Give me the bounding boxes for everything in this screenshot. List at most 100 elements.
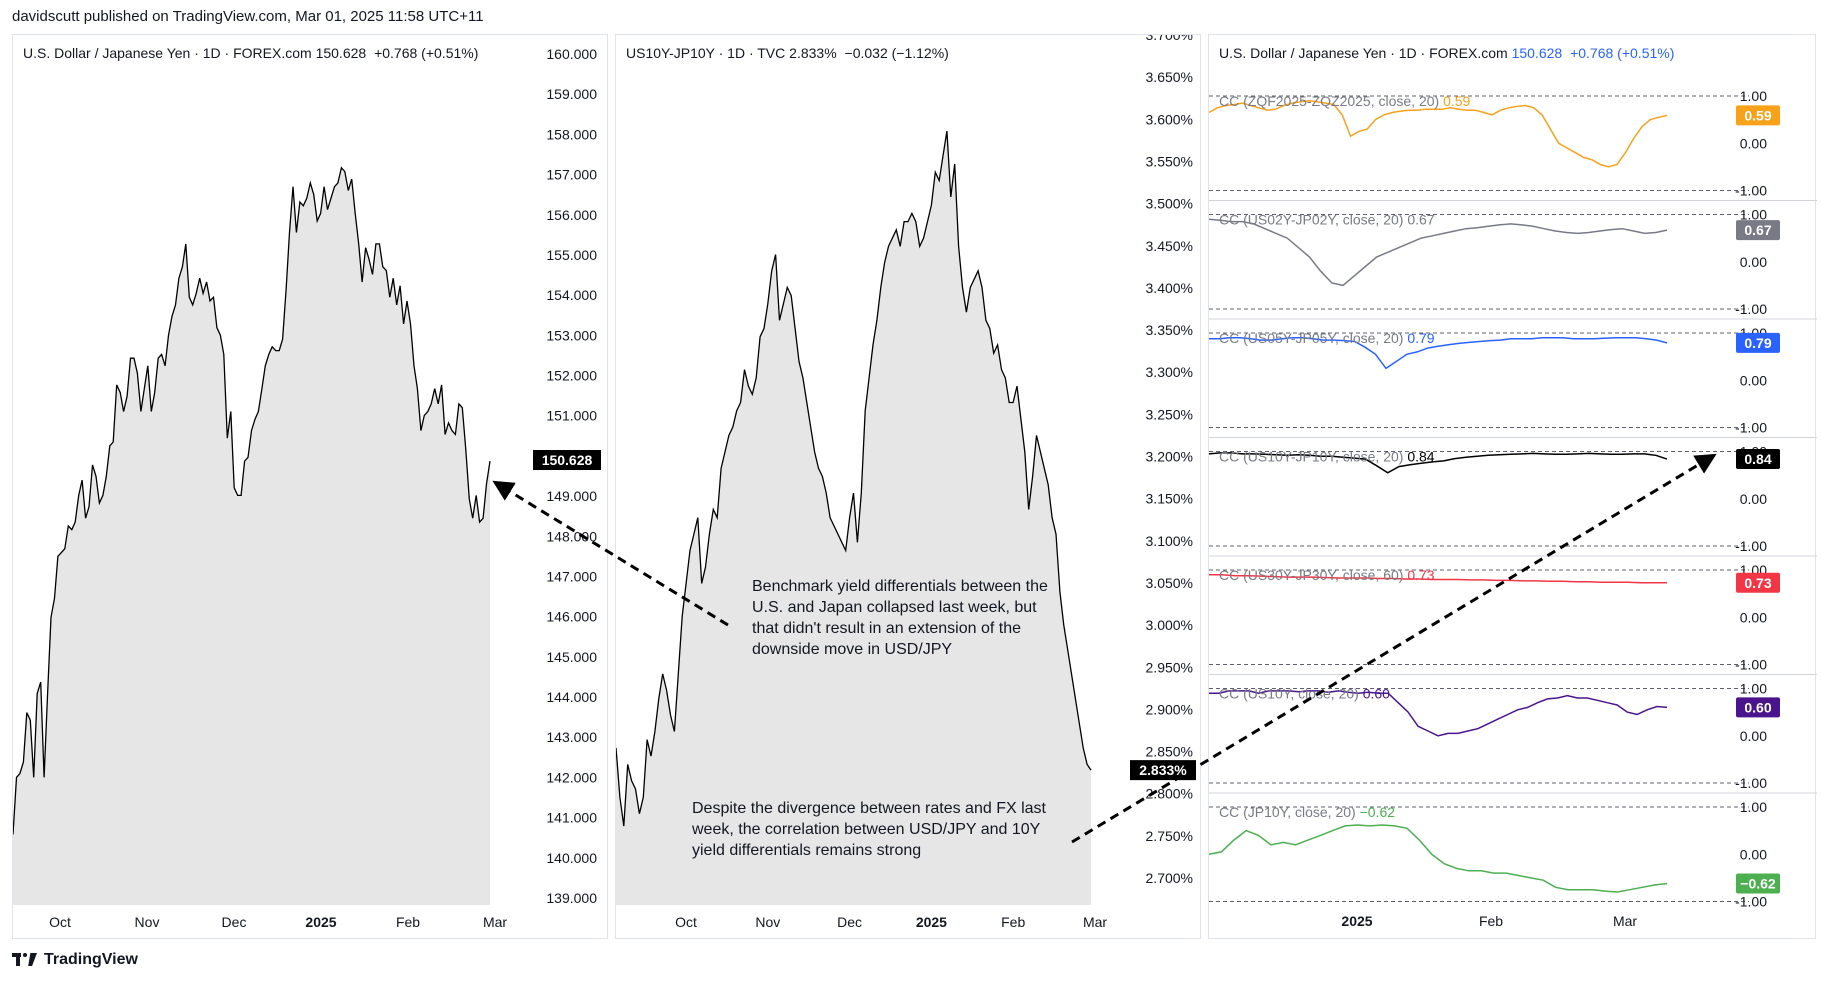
y-tick-label: 2.750%	[1146, 828, 1193, 844]
y-tick-label: 151.000	[546, 408, 597, 424]
y-tick-label: 3.200%	[1146, 449, 1193, 465]
annotation-correlation-strong: Despite the divergence between rates and…	[692, 800, 1046, 859]
y-tick-label: 0.00	[1740, 846, 1767, 862]
yield-diff-title: US10Y-JP10Y · 1D · TVC	[626, 45, 786, 61]
y-tick-label: 3.600%	[1146, 111, 1193, 127]
correlation-chart-panel[interactable]: 1.00 0.00 -1.00 CC (ZQF2025-ZQZ2025, close,…	[1208, 34, 1817, 939]
x-tick-label: Mar	[1613, 913, 1637, 929]
x-tick-label: Oct	[49, 914, 71, 930]
y-tick-label: 148.000	[546, 528, 597, 544]
y-tick-label: -1.00	[1735, 894, 1767, 910]
y-tick-label: 3.700%	[1146, 35, 1193, 43]
y-tick-label: 3.000%	[1146, 617, 1193, 633]
y-tick-label: 3.650%	[1146, 69, 1193, 85]
correlation-line	[1209, 336, 1668, 370]
x-tick-label: Dec	[222, 914, 247, 930]
series-value-label: −0.62	[1360, 804, 1396, 820]
tradingview-brand[interactable]: TradingView	[12, 951, 138, 969]
x-tick-label: Dec	[837, 914, 862, 930]
x-tick-label: Nov	[755, 914, 780, 930]
last-value-badge	[1736, 449, 1780, 470]
usdjpy-chart: 160.000 159.000 158.000 157.000 156.000 155.0…	[13, 46, 601, 930]
y-tick-label: 3.450%	[1146, 238, 1193, 254]
y-tick-label: 0.00	[1740, 135, 1767, 151]
y-tick-label: -1.00	[1735, 775, 1767, 791]
usdjpy-chart-panel[interactable]: 160.000 159.000 158.000 157.000 156.000 155.0…	[12, 34, 608, 939]
y-tick-label: 3.350%	[1146, 322, 1193, 338]
correlation-last-price: 150.628	[1511, 45, 1563, 61]
series-name-label: CC (US10Y, close, 20) 0.60	[1219, 686, 1390, 702]
y-tick-label: -1.00	[1735, 657, 1767, 673]
y-tick-label: 3.150%	[1146, 491, 1193, 507]
usdjpy-last-price: 150.628	[315, 45, 367, 61]
tradingview-logo-icon	[12, 953, 38, 967]
series-value-label: 0.59	[1443, 93, 1470, 109]
series-area-fill	[13, 167, 490, 905]
y-tick-label: 152.000	[546, 368, 597, 384]
y-tick-label: 144.000	[546, 689, 597, 705]
y-tick-label: -1.00	[1735, 538, 1767, 554]
y-tick-label: 160.000	[546, 46, 597, 62]
last-value-label: 0.79	[1744, 335, 1771, 351]
series-line	[13, 166, 491, 835]
y-tick-label: 2.800%	[1146, 786, 1193, 802]
x-tick-label: Mar	[483, 914, 507, 930]
y-tick-label: 139.000	[546, 890, 597, 906]
last-value-badge	[1736, 220, 1780, 241]
usdjpy-title: U.S. Dollar / Japanese Yen · 1D · FOREX.…	[23, 45, 312, 61]
last-value-label: 150.628	[542, 452, 593, 468]
yield-diff-chart-panel[interactable]: 3.700% 3.650% 3.600% 3.550% 3.500% 3.450% 3.40…	[615, 34, 1201, 939]
y-tick-label: 141.000	[546, 810, 597, 826]
y-tick-label: 157.000	[546, 167, 597, 183]
x-tick-label: Feb	[1001, 914, 1025, 930]
y-tick-label: 0.00	[1740, 491, 1767, 507]
series-name-label: CC (US30Y-JP30Y, close, 60) 0.73	[1219, 567, 1435, 583]
x-tick-label: 2025	[916, 914, 947, 930]
y-tick-label: 3.050%	[1146, 575, 1193, 591]
y-tick-label: 147.000	[546, 568, 597, 584]
yield-diff-legend: US10Y-JP10Y · 1D · TVC 2.833% −0.032 (−1…	[626, 45, 949, 61]
series-name-label: CC (US05Y-JP05Y, close, 20) 0.79	[1219, 330, 1435, 346]
yield-diff-last-price: 2.833%	[789, 45, 837, 61]
y-tick-label: 1.00	[1740, 88, 1767, 104]
last-value-badge	[1736, 697, 1780, 718]
usdjpy-legend: U.S. Dollar / Japanese Yen · 1D · FOREX.…	[23, 45, 478, 61]
y-tick-label: -1.00	[1735, 420, 1767, 436]
correlation-line	[1209, 218, 1668, 287]
y-tick-label: 142.000	[546, 769, 597, 785]
correlation-legend: U.S. Dollar / Japanese Yen · 1D · FOREX.…	[1219, 45, 1674, 61]
series-area-fill	[616, 131, 1091, 906]
y-tick-label: 0.00	[1740, 728, 1767, 744]
y-tick-label: 145.000	[546, 649, 597, 665]
last-value-badge	[1736, 332, 1780, 353]
tradingview-brand-label: TradingView	[44, 951, 138, 968]
annotation-yield-collapse: Benchmark yield differentials between th…	[752, 578, 1048, 658]
y-tick-label: 2.950%	[1146, 659, 1193, 675]
x-tick-label: Feb	[396, 914, 420, 930]
y-tick-label: 3.100%	[1146, 533, 1193, 549]
publish-line: davidscutt published on TradingView.com,…	[12, 8, 484, 25]
last-value-label: 0.84	[1744, 451, 1771, 467]
y-tick-label: 149.000	[546, 488, 597, 504]
last-value-badge	[1736, 572, 1780, 593]
y-tick-label: 154.000	[546, 287, 597, 303]
usdjpy-change: +0.768 (+0.51%)	[374, 45, 479, 61]
y-tick-label: 2.700%	[1146, 870, 1193, 886]
y-tick-label: 1.00	[1740, 681, 1767, 697]
y-tick-label: 0.00	[1740, 609, 1767, 625]
correlation-change: +0.768 (+0.51%)	[1570, 45, 1675, 61]
x-tick-label: Feb	[1479, 913, 1503, 929]
series-value-label: 0.79	[1407, 330, 1434, 346]
y-tick-label: -1.00	[1735, 301, 1767, 317]
y-tick-label: 2.850%	[1146, 744, 1193, 760]
last-value-label: 2.833%	[1139, 762, 1187, 778]
series-name-label: CC (JP10Y, close, 20) −0.62	[1219, 804, 1395, 820]
series-value-label: 0.67	[1407, 212, 1434, 228]
last-value-label: −0.62	[1740, 876, 1776, 892]
y-tick-label: 146.000	[546, 609, 597, 625]
y-tick-label: 0.00	[1740, 372, 1767, 388]
y-tick-label: 3.300%	[1146, 364, 1193, 380]
series-value-label: 0.84	[1407, 449, 1434, 465]
series-name-label: CC (US02Y-JP02Y, close, 20) 0.67	[1219, 212, 1435, 228]
yield-diff-change: −0.032 (−1.12%)	[844, 45, 949, 61]
